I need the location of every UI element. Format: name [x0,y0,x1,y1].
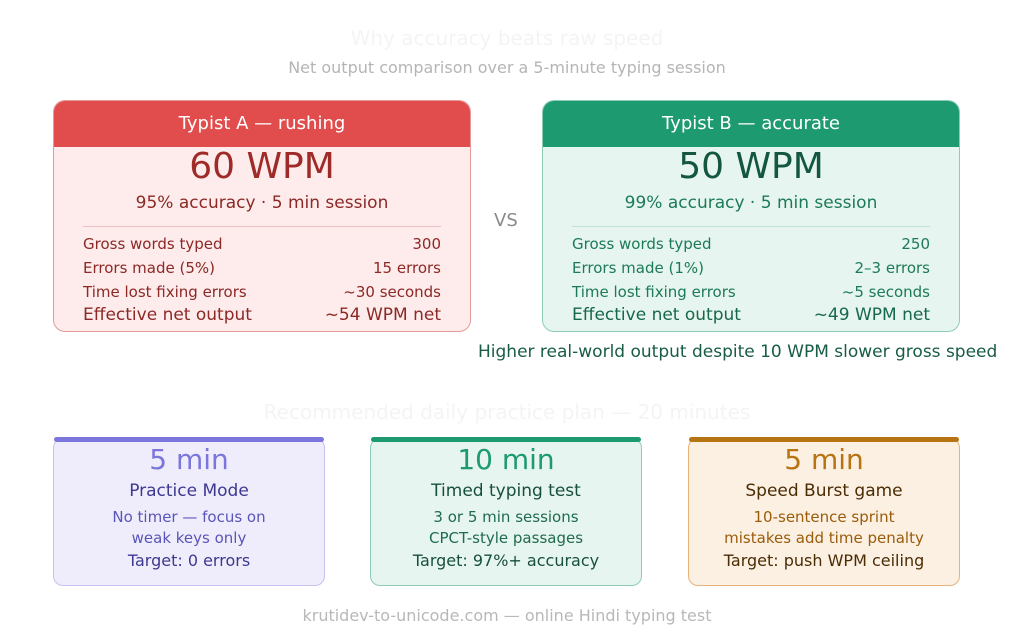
plan-desc-line1: 10-sentence sprint [753,508,895,526]
plan-target: Target: 0 errors [127,551,251,570]
comparison-note: Higher real-world output despite 10 WPM … [478,342,998,362]
typist-b-card: Typist B — accurate 50 WPM 99% accuracy … [542,100,960,332]
plan-duration: 5 min [784,443,864,476]
stat-value: 250 [901,235,930,253]
typist-b-summary: 99% accuracy · 5 min session [624,193,878,213]
stat-value: ~30 seconds [343,283,441,301]
accent-bar [371,437,641,442]
stat-value: 15 errors [373,259,441,277]
plan-target: Target: push WPM ceiling [723,551,925,570]
plan-duration: 10 min [457,443,555,476]
plan-desc-line1: No timer — focus on [112,508,266,526]
stat-label: Time lost fixing errors [83,283,247,301]
typist-a-header: Typist A — rushing [54,101,470,147]
plan-card-timed-test: 10 min Timed typing test 3 or 5 min sess… [370,437,642,586]
stat-value: 2–3 errors [854,259,930,277]
plan-name: Practice Mode [129,481,249,501]
typist-a-wpm: 60 WPM [189,146,335,187]
plan-title: Recommended daily practice plan — 20 min… [263,400,751,424]
stat-label: Errors made (1%) [572,259,704,277]
plan-desc-line1: 3 or 5 min sessions [433,508,579,526]
plan-desc-line2: weak keys only [131,529,247,547]
stat-value: ~49 WPM net [813,305,930,325]
plan-desc-line2: mistakes add time penalty [724,529,924,547]
plan-card-speed-burst: 5 min Speed Burst game 10-sentence sprin… [688,437,960,586]
stat-label: Gross words typed [572,235,712,253]
stat-label: Gross words typed [83,235,223,253]
accent-bar [689,437,959,442]
stat-label: Time lost fixing errors [572,283,736,301]
divider [83,226,441,227]
stat-label: Effective net output [572,305,741,325]
divider [572,226,930,227]
stat-value: ~5 seconds [841,283,930,301]
typist-b-header: Typist B — accurate [543,101,959,147]
typist-a-card: Typist A — rushing 60 WPM 95% accuracy ·… [53,100,471,332]
footer-text: krutidev-to-unicode.com — online Hindi t… [302,606,712,625]
page-subtitle: Net output comparison over a 5-minute ty… [288,58,726,77]
plan-card-practice-mode: 5 min Practice Mode No timer — focus on … [53,437,325,586]
page-title: Why accuracy beats raw speed [350,26,664,50]
stat-value: 300 [412,235,441,253]
accent-bar [54,437,324,442]
plan-name: Speed Burst game [745,481,903,501]
plan-duration: 5 min [149,443,229,476]
plan-desc-line2: CPCT-style passages [428,529,584,547]
stat-label: Errors made (5%) [83,259,215,277]
stat-label: Effective net output [83,305,252,325]
stat-value: ~54 WPM net [324,305,441,325]
typist-a-summary: 95% accuracy · 5 min session [135,193,389,213]
plan-target: Target: 97%+ accuracy [412,551,600,570]
typist-b-wpm: 50 WPM [678,146,824,187]
vs-label: VS [494,210,518,231]
plan-name: Timed typing test [431,481,581,501]
